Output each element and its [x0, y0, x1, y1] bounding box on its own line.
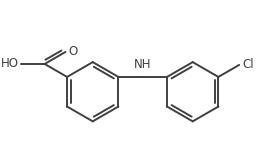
Text: HO: HO — [1, 57, 19, 71]
Text: NH: NH — [134, 58, 151, 71]
Text: O: O — [68, 45, 77, 58]
Text: Cl: Cl — [242, 58, 254, 71]
